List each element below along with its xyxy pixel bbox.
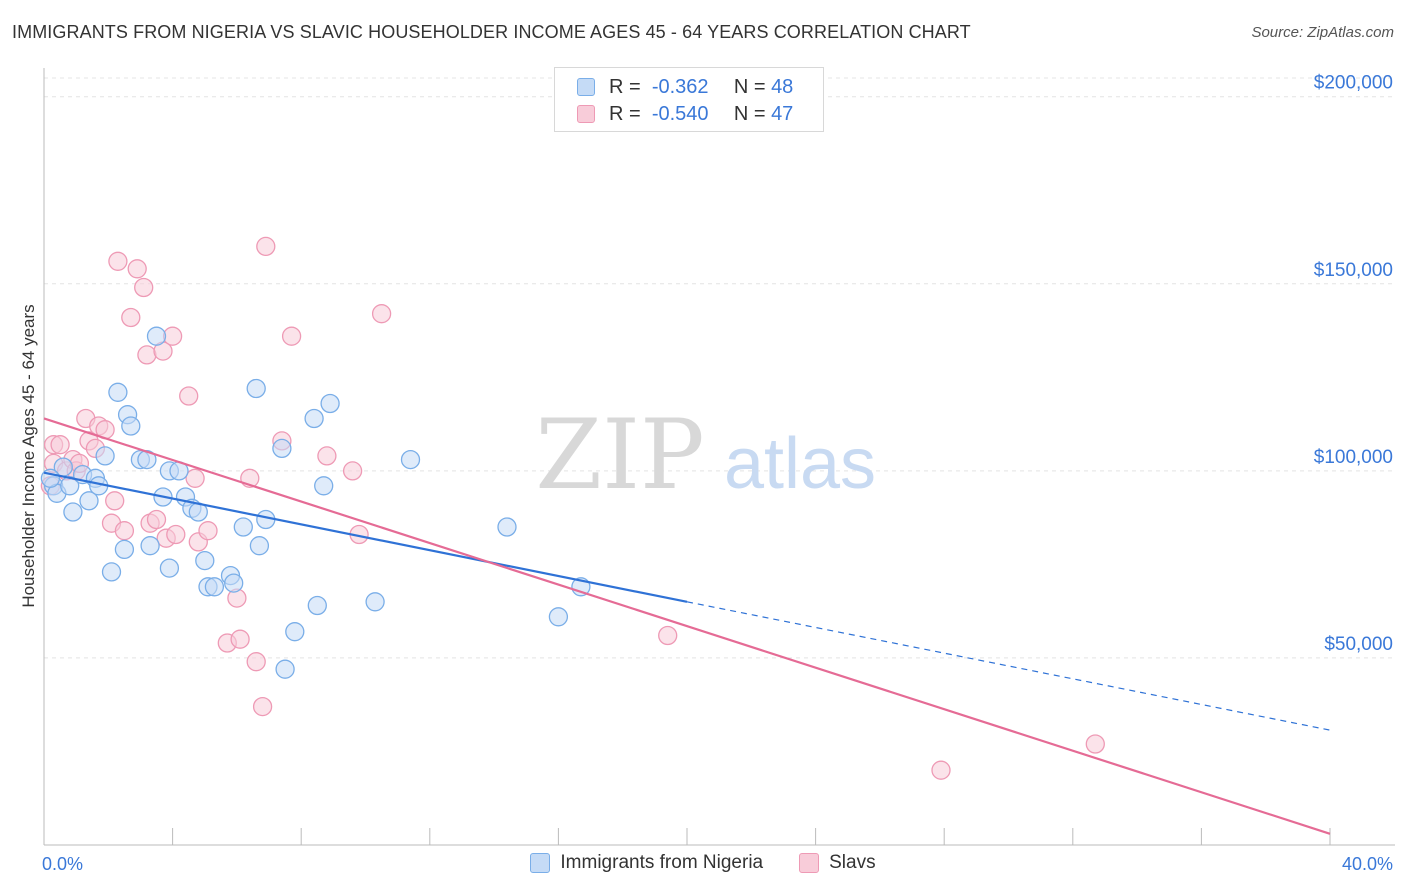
point-nigeria [146, 326, 167, 346]
point-slavs [230, 629, 250, 649]
point-slavs [50, 435, 70, 455]
point-slavs [281, 326, 302, 346]
x-tick-label: 40.0% [1342, 854, 1393, 874]
point-slavs [121, 307, 141, 328]
watermark: ZIP atlas [535, 399, 876, 511]
point-nigeria [246, 378, 266, 399]
legend-item-slavs[interactable]: Slavs [799, 852, 876, 874]
series-points-nigeria [40, 326, 591, 679]
point-slavs [179, 386, 199, 406]
point-nigeria [320, 393, 340, 414]
trend-line-slavs [43, 417, 1331, 835]
axes [43, 68, 1395, 846]
point-nigeria [79, 491, 99, 511]
legend-r-value-nigeria: -0.362 [651, 75, 709, 98]
legend-n-label: N = [733, 102, 766, 125]
point-nigeria [548, 607, 569, 627]
legend-item-nigeria[interactable]: Immigrants from Nigeria [530, 852, 763, 874]
point-slavs [137, 345, 157, 365]
point-nigeria [108, 382, 128, 402]
point-slavs [198, 521, 218, 541]
x-tick-label: 0.0% [42, 854, 83, 874]
point-nigeria [249, 536, 270, 556]
point-nigeria [365, 592, 385, 612]
point-slavs [246, 652, 266, 672]
legend-swatch-nigeria [577, 78, 595, 96]
trend-line-nigeria-extension [686, 601, 1331, 731]
point-slavs [108, 251, 128, 271]
legend-row-nigeria: R = -0.362 N = 48 [577, 74, 793, 100]
point-nigeria [400, 449, 421, 470]
legend-swatch-slavs [799, 853, 820, 873]
point-nigeria [307, 595, 327, 616]
point-slavs [371, 304, 392, 324]
point-slavs [931, 760, 951, 780]
point-slavs [127, 259, 147, 279]
point-slavs [1085, 734, 1105, 754]
point-nigeria [304, 408, 324, 429]
chart-title: IMMIGRANTS FROM NIGERIA VS SLAVIC HOUSEH… [12, 22, 971, 42]
point-nigeria [159, 558, 180, 578]
trend-line-nigeria [43, 471, 688, 603]
point-slavs [185, 468, 205, 488]
legend-label-nigeria: Immigrants from Nigeria [560, 852, 764, 873]
legend-label-slavs: Slavs [829, 852, 876, 873]
point-slavs [166, 524, 186, 545]
point-slavs [105, 491, 125, 511]
point-nigeria [121, 416, 141, 436]
legend-r-label: R = [609, 102, 641, 125]
point-slavs [162, 326, 183, 346]
gridlines [44, 77, 1395, 659]
point-slavs [146, 509, 167, 530]
point-nigeria [95, 446, 115, 466]
watermark-atlas: atlas [724, 424, 876, 504]
y-tick-label: $100,000 [1314, 447, 1393, 468]
point-nigeria [195, 550, 215, 571]
source-label: Source: ZipAtlas.com [1251, 24, 1394, 41]
point-nigeria [314, 476, 334, 496]
legend-r-label: R = [609, 75, 641, 98]
y-axis-label: Householder Income Ages 45 - 64 years [19, 304, 38, 607]
correlation-legend: R = -0.362 N = 48 R = -0.540 N = 47 [554, 67, 824, 132]
point-slavs [256, 236, 276, 257]
y-tick-label: $200,000 [1314, 73, 1393, 94]
y-tick-label: $150,000 [1314, 260, 1393, 281]
point-nigeria [275, 659, 295, 679]
point-nigeria [224, 573, 244, 593]
point-nigeria [204, 577, 225, 597]
point-nigeria [101, 562, 122, 582]
point-slavs [342, 461, 363, 481]
legend-n-label: N = [733, 75, 766, 98]
x-tick-labels: 0.0% 40.0% [42, 854, 1393, 874]
series-legend: Immigrants from Nigeria Slavs [0, 852, 1406, 874]
point-nigeria [497, 517, 517, 537]
y-tick-label: $50,000 [1324, 634, 1393, 655]
point-slavs [114, 521, 135, 541]
point-nigeria [272, 438, 292, 459]
legend-n-value-slavs: 47 [771, 102, 794, 125]
point-slavs [317, 446, 337, 466]
point-nigeria [63, 502, 83, 522]
legend-row-slavs: R = -0.540 N = 47 [577, 101, 793, 127]
point-slavs [134, 277, 154, 298]
point-nigeria [114, 539, 135, 560]
point-nigeria [40, 468, 61, 488]
watermark-zip: ZIP [535, 399, 704, 511]
legend-n-value-nigeria: 48 [771, 75, 794, 98]
legend-r-value-slavs: -0.540 [651, 102, 709, 125]
legend-swatch-slavs [577, 105, 595, 123]
point-nigeria [140, 536, 160, 556]
point-slavs [252, 696, 273, 717]
trend-lines [43, 417, 1331, 835]
point-nigeria [233, 517, 253, 537]
legend-swatch-nigeria [530, 853, 551, 873]
point-slavs [658, 625, 678, 646]
y-tick-labels: $50,000 $100,000 $150,000 $200,000 [1314, 73, 1393, 655]
point-nigeria [285, 622, 305, 642]
